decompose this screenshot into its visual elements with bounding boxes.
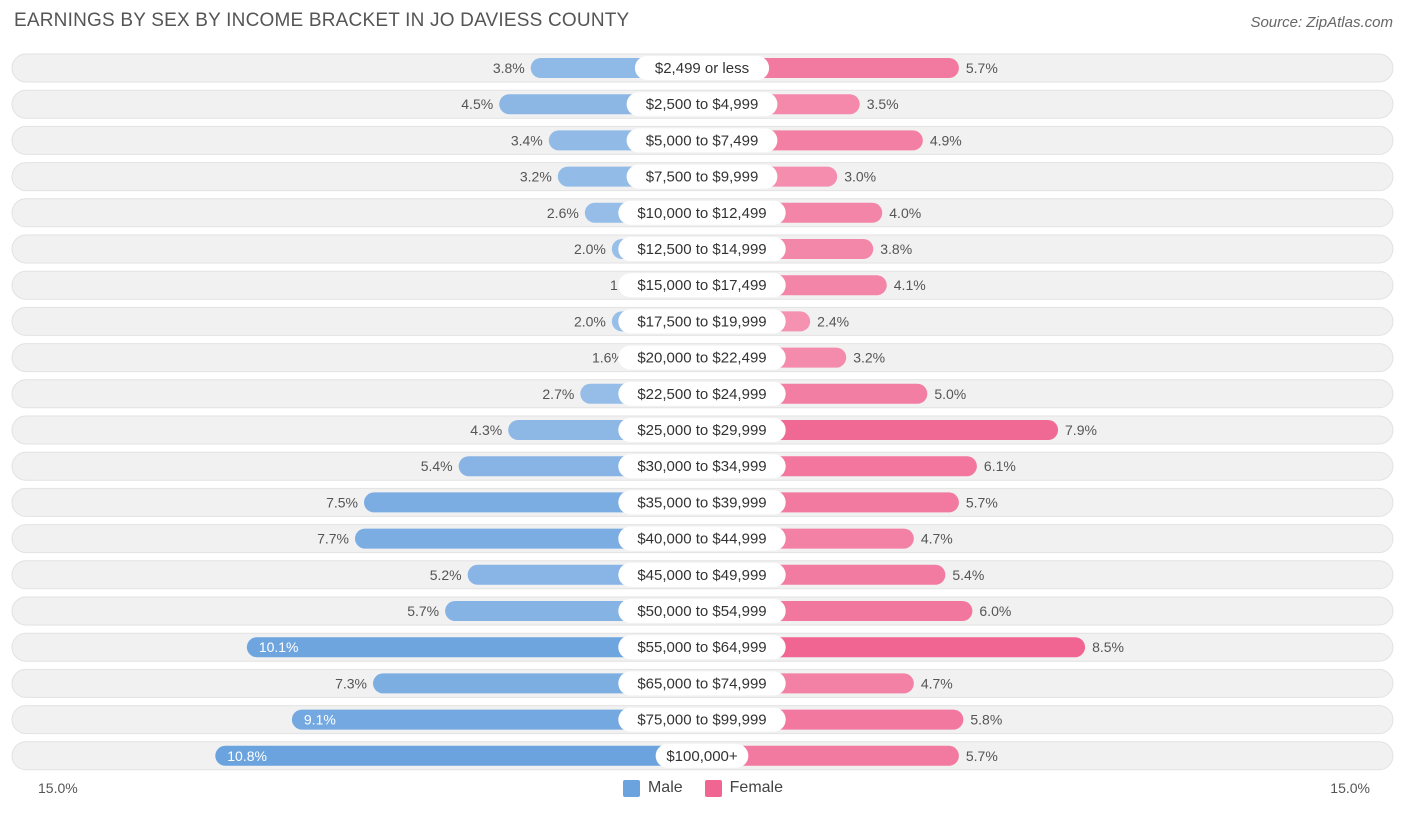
category-pill [618, 273, 786, 298]
male-value-label: 7.7% [317, 531, 349, 547]
category-pill [618, 309, 786, 334]
male-bar [354, 528, 702, 549]
category-label: $75,000 to $99,999 [637, 712, 766, 729]
male-value-label: 3.4% [511, 132, 543, 148]
category-pill [618, 418, 786, 442]
category-pill [618, 454, 786, 479]
male-value-label: 7.3% [335, 675, 367, 691]
category-pill [626, 164, 778, 189]
male-value-label: 2.0% [574, 313, 606, 329]
female-value-label: 5.7% [966, 748, 998, 764]
female-value-label: 4.1% [894, 277, 926, 293]
male-bar [215, 745, 702, 766]
female-value-label: 6.0% [979, 603, 1011, 619]
female-bar [702, 420, 1059, 440]
category-pill [618, 200, 786, 225]
category-label: $15,000 to $17,499 [637, 277, 766, 294]
female-value-label: 3.5% [867, 96, 899, 112]
axis-left-label: 15.0% [38, 780, 78, 796]
category-label: $10,000 to $12,499 [637, 205, 766, 222]
male-value-label: 5.7% [407, 603, 439, 619]
female-value-label: 2.4% [817, 313, 849, 329]
legend-item-female[interactable]: Female [704, 779, 784, 797]
female-value-label: 3.2% [853, 350, 885, 366]
male-value-label: 5.2% [430, 567, 462, 583]
female-bar [702, 745, 959, 766]
category-label: $12,500 to $14,999 [637, 241, 766, 258]
male-bar [291, 709, 702, 730]
male-value-label: 2.0% [574, 241, 606, 257]
male-bar [246, 637, 702, 658]
female-value-label: 4.7% [921, 675, 953, 691]
male-value-label: 3.2% [520, 169, 552, 185]
legend-item-male[interactable]: Male [622, 779, 683, 797]
category-label: $45,000 to $49,999 [637, 567, 766, 584]
male-bar [364, 492, 702, 513]
category-label: $17,500 to $19,999 [637, 313, 766, 330]
legend-swatch-male [622, 779, 640, 797]
category-label: $20,000 to $22,499 [637, 350, 766, 367]
category-pill [618, 526, 786, 551]
male-value-label: 2.6% [547, 205, 579, 221]
category-label: $2,499 or less [655, 60, 749, 77]
source-credit: Source: ZipAtlas.com [1250, 14, 1393, 31]
category-label: $65,000 to $74,999 [637, 675, 766, 692]
legend-label-female: Female [729, 779, 784, 796]
male-value-label: 5.4% [421, 458, 453, 474]
male-value-label: 7.5% [326, 494, 358, 510]
female-value-label: 8.5% [1092, 639, 1124, 655]
category-pill [618, 707, 786, 732]
female-value-label: 3.8% [880, 241, 912, 257]
female-value-label: 5.7% [966, 494, 998, 510]
category-pill [655, 743, 749, 768]
category-label: $35,000 to $39,999 [637, 494, 766, 511]
female-value-label: 5.7% [966, 60, 998, 76]
female-value-label: 4.9% [930, 132, 962, 148]
category-pill [618, 490, 786, 515]
female-value-label: 5.4% [952, 567, 984, 583]
male-value-label: 9.1% [304, 712, 336, 728]
female-value-label: 4.7% [921, 531, 953, 547]
legend: Male Female [0, 779, 1406, 797]
category-pill [618, 599, 786, 623]
category-pill [618, 345, 786, 370]
category-label: $40,000 to $44,999 [637, 531, 766, 548]
category-label: $7,500 to $9,999 [646, 169, 759, 186]
category-label: $50,000 to $54,999 [637, 603, 766, 620]
category-pill [618, 635, 786, 660]
legend-label-male: Male [647, 779, 683, 796]
female-value-label: 5.0% [934, 386, 966, 402]
female-bar [702, 637, 1086, 658]
female-value-label: 4.0% [889, 205, 921, 221]
female-value-label: 5.8% [970, 712, 1002, 728]
category-label: $22,500 to $24,999 [637, 386, 766, 403]
category-label: $5,000 to $7,499 [646, 132, 759, 149]
category-pill [626, 128, 778, 153]
category-pill [618, 562, 786, 587]
category-label: $100,000+ [666, 748, 738, 765]
chart-plot: 3.8% 5.7% $2,499 or less 4.5% 3.5% $2,500 to … [11, 53, 1394, 771]
category-pill [618, 381, 786, 406]
male-value-label: 10.8% [227, 748, 267, 764]
female-value-label: 6.1% [984, 458, 1016, 474]
category-label: $2,500 to $4,999 [646, 96, 759, 113]
legend-swatch-female [704, 779, 722, 797]
category-label: $30,000 to $34,999 [637, 458, 766, 475]
category-label: $55,000 to $64,999 [637, 639, 766, 656]
female-value-label: 7.9% [1065, 422, 1097, 438]
male-value-label: 10.1% [259, 639, 299, 655]
category-label: $25,000 to $29,999 [637, 422, 766, 439]
male-value-label: 3.8% [493, 60, 525, 76]
axis-right-label: 15.0% [1330, 780, 1370, 796]
female-value-label: 3.0% [844, 169, 876, 185]
category-pill [634, 56, 770, 80]
category-pill [626, 92, 778, 117]
male-value-label: 1.6% [592, 350, 624, 366]
category-pill [618, 237, 786, 261]
male-value-label: 4.3% [470, 422, 502, 438]
category-pill [618, 671, 786, 696]
chart-title: EARNINGS BY SEX BY INCOME BRACKET IN JO … [14, 10, 630, 31]
male-value-label: 4.5% [461, 96, 493, 112]
male-value-label: 2.7% [542, 386, 574, 402]
